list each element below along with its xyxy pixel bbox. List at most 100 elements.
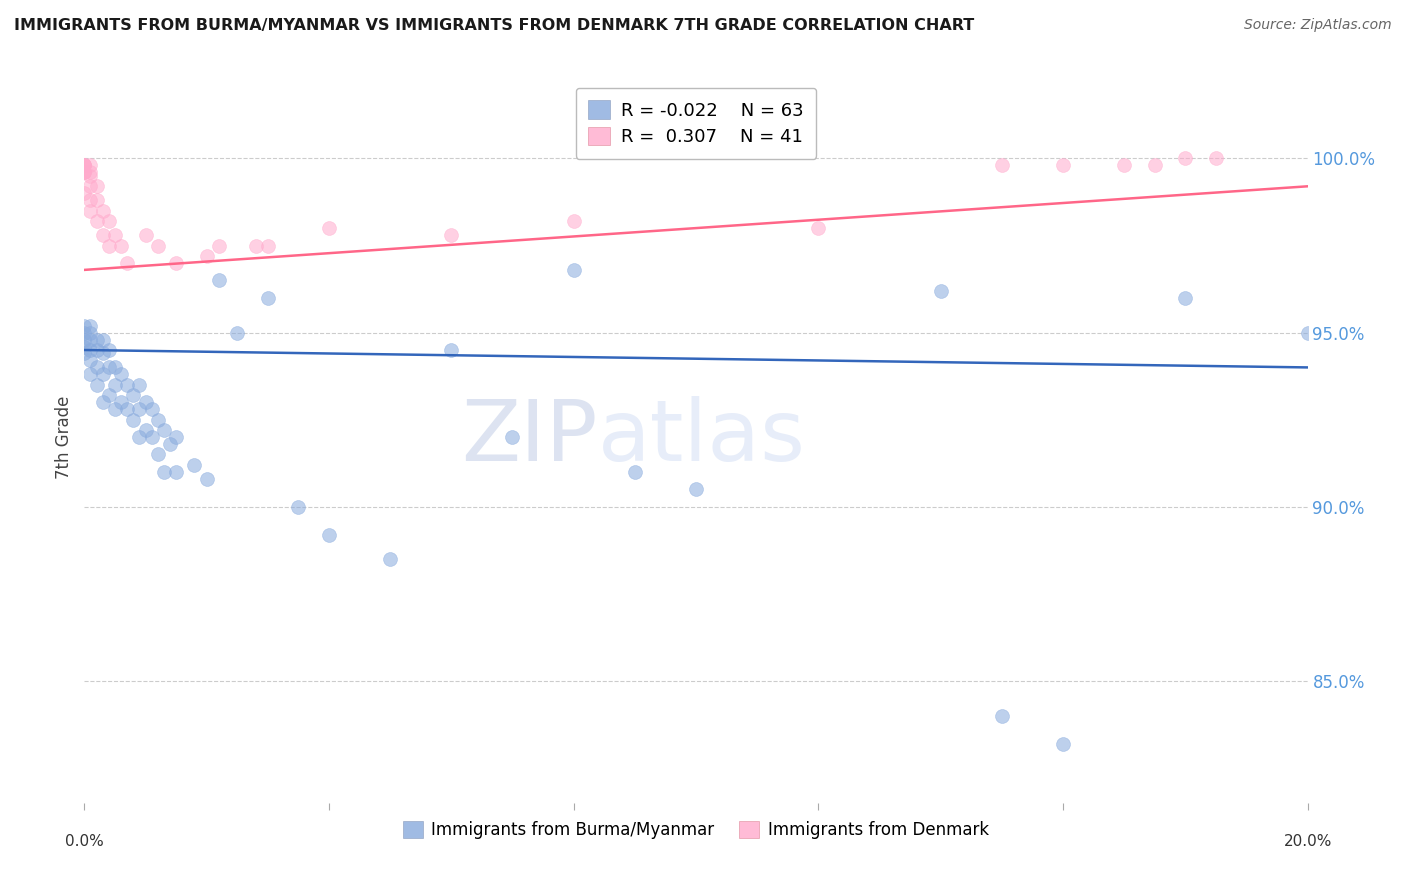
Point xyxy=(79,158,101,172)
Point xyxy=(110,238,132,252)
Point xyxy=(97,388,120,402)
Point xyxy=(73,158,96,172)
Point xyxy=(128,430,150,444)
Point xyxy=(91,346,114,360)
Point xyxy=(86,333,108,347)
Point xyxy=(73,318,96,333)
Point xyxy=(562,214,585,228)
Point xyxy=(146,238,169,252)
Point xyxy=(79,333,101,347)
Point xyxy=(104,228,127,243)
Point xyxy=(153,423,176,437)
Point xyxy=(685,483,707,497)
Point xyxy=(91,333,114,347)
Point xyxy=(122,412,145,426)
Point xyxy=(115,402,138,417)
Point xyxy=(807,221,830,235)
Point xyxy=(195,472,218,486)
Point xyxy=(73,326,96,340)
Point xyxy=(208,238,231,252)
Point xyxy=(104,402,127,417)
Point xyxy=(562,263,585,277)
Point xyxy=(128,402,150,417)
Point xyxy=(135,395,157,409)
Point xyxy=(97,214,120,228)
Text: 20.0%: 20.0% xyxy=(1284,834,1331,849)
Point xyxy=(380,552,402,566)
Point xyxy=(115,256,138,270)
Point xyxy=(135,423,157,437)
Point xyxy=(79,326,101,340)
Point xyxy=(91,203,114,218)
Point xyxy=(195,249,218,263)
Point xyxy=(73,158,96,172)
Point xyxy=(318,527,340,541)
Point xyxy=(141,402,163,417)
Point xyxy=(86,343,108,357)
Point xyxy=(991,158,1014,172)
Point xyxy=(73,346,96,360)
Point xyxy=(79,179,101,194)
Point xyxy=(86,214,108,228)
Point xyxy=(73,339,96,353)
Point xyxy=(86,360,108,375)
Point xyxy=(165,465,187,479)
Point xyxy=(165,256,187,270)
Point xyxy=(208,273,231,287)
Point xyxy=(1174,152,1197,166)
Text: 0.0%: 0.0% xyxy=(65,834,104,849)
Point xyxy=(104,360,127,375)
Point xyxy=(287,500,309,514)
Point xyxy=(1052,737,1074,751)
Point xyxy=(624,465,647,479)
Point xyxy=(79,165,101,179)
Point xyxy=(86,377,108,392)
Point xyxy=(153,465,176,479)
Point xyxy=(91,395,114,409)
Point xyxy=(318,221,340,235)
Point xyxy=(104,377,127,392)
Point xyxy=(79,343,101,357)
Point xyxy=(502,430,524,444)
Point xyxy=(440,343,463,357)
Point xyxy=(440,228,463,243)
Point xyxy=(1114,158,1136,172)
Text: atlas: atlas xyxy=(598,395,806,479)
Point xyxy=(929,284,952,298)
Text: ZIP: ZIP xyxy=(461,395,598,479)
Point xyxy=(135,228,157,243)
Point xyxy=(73,158,96,172)
Point xyxy=(73,158,96,172)
Point xyxy=(79,203,101,218)
Point xyxy=(159,437,181,451)
Point xyxy=(110,395,132,409)
Point xyxy=(141,430,163,444)
Point xyxy=(86,193,108,207)
Point xyxy=(73,165,96,179)
Point xyxy=(73,165,96,179)
Point xyxy=(91,368,114,382)
Point xyxy=(79,353,101,368)
Point xyxy=(991,708,1014,723)
Y-axis label: 7th Grade: 7th Grade xyxy=(55,395,73,479)
Point xyxy=(1296,326,1319,340)
Point xyxy=(146,412,169,426)
Point xyxy=(245,238,267,252)
Point xyxy=(1205,152,1227,166)
Point xyxy=(79,368,101,382)
Text: Source: ZipAtlas.com: Source: ZipAtlas.com xyxy=(1244,18,1392,32)
Point xyxy=(79,193,101,207)
Point xyxy=(183,458,205,472)
Point xyxy=(73,165,96,179)
Point xyxy=(226,326,249,340)
Point xyxy=(97,238,120,252)
Point xyxy=(122,388,145,402)
Point xyxy=(1052,158,1074,172)
Point xyxy=(79,169,101,183)
Point xyxy=(115,377,138,392)
Point xyxy=(97,343,120,357)
Point xyxy=(165,430,187,444)
Legend: Immigrants from Burma/Myanmar, Immigrants from Denmark: Immigrants from Burma/Myanmar, Immigrant… xyxy=(396,814,995,846)
Point xyxy=(79,318,101,333)
Text: IMMIGRANTS FROM BURMA/MYANMAR VS IMMIGRANTS FROM DENMARK 7TH GRADE CORRELATION C: IMMIGRANTS FROM BURMA/MYANMAR VS IMMIGRA… xyxy=(14,18,974,33)
